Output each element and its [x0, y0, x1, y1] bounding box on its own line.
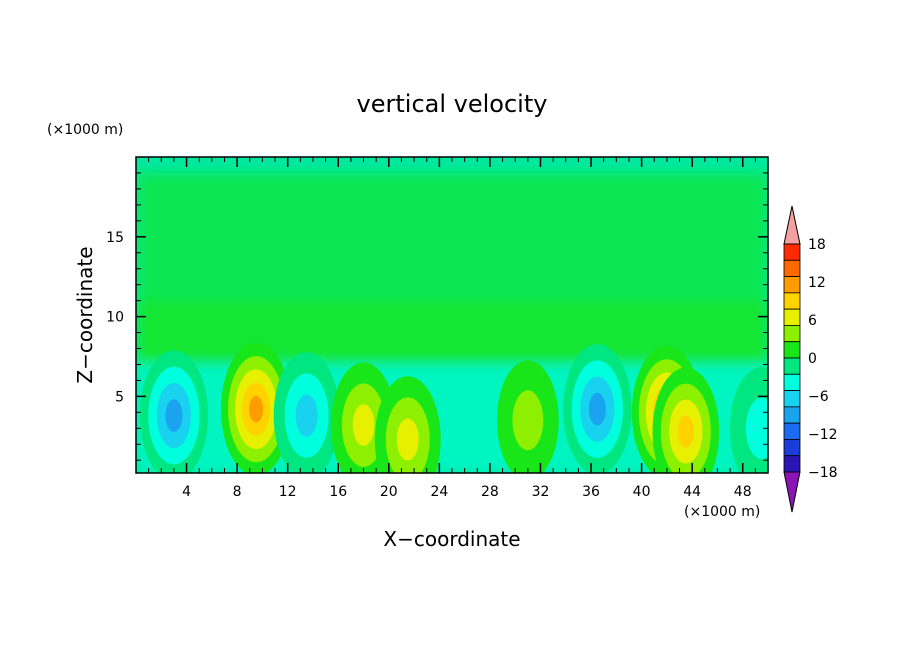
colorbar: 18 12 6 0 −6 −12 −18	[783, 205, 838, 513]
velocity-cell	[273, 352, 340, 473]
x-unit-label: (×1000 m)	[684, 504, 760, 520]
colorbar-box	[783, 243, 801, 261]
colorbar-box	[783, 373, 801, 391]
colorbar-box	[783, 390, 801, 408]
contour-level	[249, 395, 264, 423]
colorbar-tick-label: −6	[808, 389, 829, 405]
colorbar-box	[783, 259, 801, 277]
colorbar-box	[783, 422, 801, 440]
colorbar-tick-label: 0	[808, 351, 817, 367]
colorbar-tick-label: 6	[808, 313, 817, 329]
x-tick-label: 20	[380, 484, 398, 500]
y-axis-label: Z−coordinate	[73, 246, 97, 383]
velocity-cell	[221, 342, 292, 473]
x-tick-label: 36	[582, 484, 600, 500]
velocity-field	[136, 172, 768, 473]
chart-title: vertical velocity	[357, 90, 548, 118]
colorbar-box	[783, 292, 801, 310]
colorbar-box	[783, 406, 801, 424]
colorbar-tick-label: −18	[808, 465, 838, 481]
colorbar-box	[783, 341, 801, 359]
colorbar-extend-high	[783, 205, 801, 245]
plot-area	[136, 157, 768, 473]
x-tick-label: 32	[532, 484, 550, 500]
contour-level	[352, 404, 375, 446]
y-axis-ticks: 5 10 15	[106, 172, 768, 461]
contour-level	[677, 415, 695, 448]
colorbar-box	[783, 276, 801, 294]
y-tick-label: 15	[106, 230, 124, 246]
velocity-cell	[729, 367, 768, 473]
x-tick-label: 24	[430, 484, 448, 500]
x-tick-label: 48	[734, 484, 752, 500]
contour-level	[165, 399, 183, 432]
velocity-cell	[563, 344, 632, 473]
contour-level	[512, 390, 544, 451]
velocity-cell	[139, 350, 209, 473]
y-unit-label: (×1000 m)	[47, 122, 123, 138]
x-tick-label: 12	[279, 484, 297, 500]
colorbar-box	[783, 308, 801, 326]
x-tick-label: 44	[683, 484, 701, 500]
colorbar-box	[783, 439, 801, 457]
contour-level	[295, 394, 318, 437]
velocity-cell	[652, 367, 720, 473]
x-tick-label: 28	[481, 484, 499, 500]
x-tick-label: 8	[233, 484, 242, 500]
x-axis-ticks: 4 8 12 16 20 24 28 32 36 40 44 48	[148, 157, 756, 500]
velocity-cells	[139, 342, 768, 473]
colorbar-box	[783, 455, 801, 473]
colorbar-tick-label: −12	[808, 427, 838, 443]
y-tick-label: 5	[115, 389, 124, 405]
x-tick-label: 16	[329, 484, 347, 500]
velocity-cell	[496, 360, 559, 473]
colorbar-extend-low	[783, 471, 801, 513]
x-tick-label: 4	[182, 484, 191, 500]
contour-level	[396, 418, 419, 461]
y-tick-label: 10	[106, 310, 124, 326]
x-tick-label: 40	[633, 484, 651, 500]
colorbar-box	[783, 357, 801, 375]
upper-band	[136, 172, 768, 301]
colorbar-box	[783, 325, 801, 343]
velocity-cell	[374, 376, 441, 473]
colorbar-tick-label: 12	[808, 275, 826, 291]
colorbar-tick-label: 18	[808, 237, 826, 253]
contour-level	[745, 397, 768, 459]
contour-level	[588, 392, 606, 426]
x-axis-label: X−coordinate	[383, 527, 520, 551]
